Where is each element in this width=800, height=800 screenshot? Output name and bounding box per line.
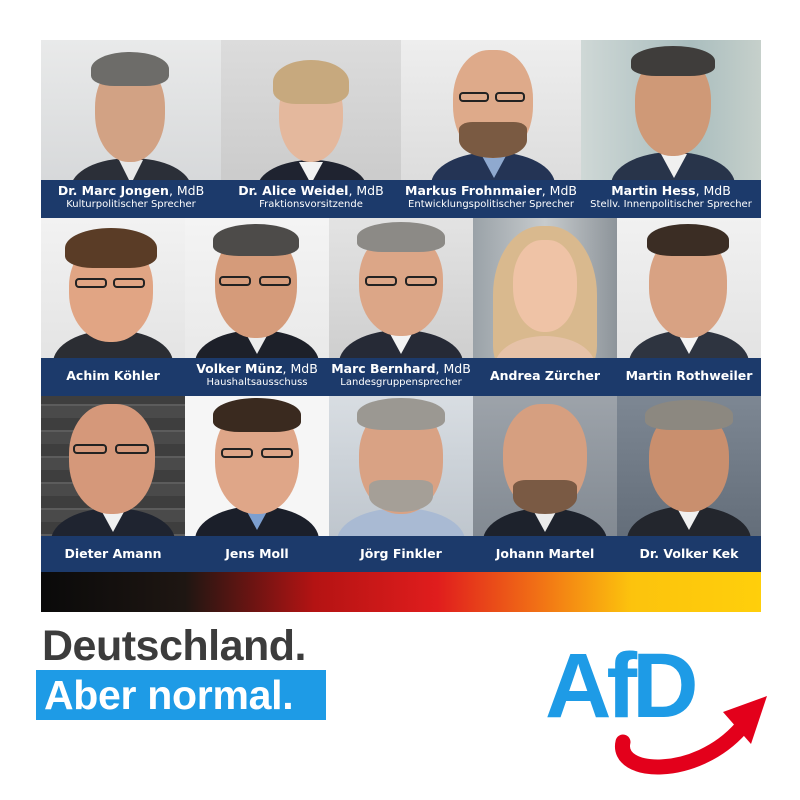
portrait-card: Johann Martel (473, 396, 617, 574)
portrait-card: Achim Köhler (41, 218, 185, 396)
person-role: Landesgruppensprecher (340, 377, 462, 388)
name-bar: Dr. Alice Weidel, MdB Fraktionsvorsitzen… (221, 180, 401, 218)
person-title-suffix: , MdB (348, 183, 384, 198)
person-name: Dr. Marc Jongen (57, 183, 169, 198)
person-role: Kulturpolitischer Sprecher (66, 199, 196, 210)
portrait-card: Dr. Marc Jongen, MdB Kulturpolitischer S… (41, 40, 221, 218)
name-bar: Jens Moll (185, 536, 329, 574)
name-bar: Johann Martel (473, 536, 617, 574)
portrait-card: Jens Moll (185, 396, 329, 574)
name-bar: Dieter Amann (41, 536, 185, 574)
portrait-card: Andrea Zürcher (473, 218, 617, 396)
name-bar: Martin Rothweiler (617, 358, 761, 396)
name-bar: Marc Bernhard, MdB Landesgruppensprecher (329, 358, 473, 396)
name-bar: Volker Münz, MdB Haushaltsausschuss (185, 358, 329, 396)
person-title-suffix: , MdB (695, 183, 731, 198)
name-bar: Achim Köhler (41, 358, 185, 396)
person-role: Haushaltsausschuss (206, 377, 308, 388)
person-name: Jens Moll (225, 546, 289, 561)
person-role: Fraktionsvorsitzende (259, 199, 363, 210)
name-bar: Andrea Zürcher (473, 358, 617, 396)
person-title-suffix: , MdB (282, 361, 318, 376)
name-bar: Martin Hess, MdB Stellv. Innenpolitische… (581, 180, 761, 218)
person-name: Johann Martel (495, 546, 595, 561)
person-name: Martin Rothweiler (625, 368, 753, 383)
person-title-suffix: , MdB (435, 361, 471, 376)
portrait-card: Dr. Volker Kek (617, 396, 761, 574)
person-name: Marc Bernhard (331, 361, 436, 376)
person-name: Martin Hess (611, 183, 696, 198)
portrait-card: Martin Rothweiler (617, 218, 761, 396)
slogan-line-1: Deutschland. (42, 622, 307, 670)
portrait-row-2: Achim Köhler Volker Münz, MdB Haushaltsa… (41, 218, 761, 436)
name-bar: Dr. Marc Jongen, MdB Kulturpolitischer S… (41, 180, 221, 218)
person-name: Achim Köhler (66, 368, 160, 383)
logo-swoosh-arrow-icon (615, 696, 767, 775)
portrait-card: Dieter Amann (41, 396, 185, 574)
portrait-card: Markus Frohnmaier, MdB Entwicklungspolit… (401, 40, 581, 218)
portrait-row-1: Dr. Marc Jongen, MdB Kulturpolitischer S… (41, 40, 761, 218)
name-bar: Jörg Finkler (329, 536, 473, 574)
portrait-card: Martin Hess, MdB Stellv. Innenpolitische… (581, 40, 761, 218)
portrait-card: Volker Münz, MdB Haushaltsausschuss (185, 218, 329, 396)
person-role: Stellv. Innenpolitischer Sprecher (590, 199, 752, 210)
german-flag-gradient-strip (41, 572, 761, 612)
person-name: Dr. Volker Kek (639, 546, 739, 561)
person-title-suffix: , MdB (541, 183, 577, 198)
person-name: Jörg Finkler (360, 546, 442, 561)
portrait-card: Dr. Alice Weidel, MdB Fraktionsvorsitzen… (221, 40, 401, 218)
portrait-photo (41, 40, 221, 218)
person-name: Dr. Alice Weidel (238, 183, 349, 198)
slogan-highlight-box (36, 670, 326, 720)
afd-logo: AfD (545, 640, 770, 790)
slogan-line-2: Aber normal. (44, 672, 294, 718)
name-bar: Dr. Volker Kek (617, 536, 761, 574)
name-bar: Markus Frohnmaier, MdB Entwicklungspolit… (401, 180, 581, 218)
person-name: Volker Münz (196, 361, 283, 376)
portrait-row-3: Dieter Amann Jens Moll (41, 396, 761, 574)
person-name: Dieter Amann (64, 546, 162, 561)
afd-logo-text: AfD (545, 635, 698, 737)
person-role: Entwicklungspolitischer Sprecher (408, 199, 574, 210)
person-name: Markus Frohnmaier (405, 183, 542, 198)
portrait-card: Jörg Finkler (329, 396, 473, 574)
portrait-card: Marc Bernhard, MdB Landesgruppensprecher (329, 218, 473, 396)
person-name: Andrea Zürcher (489, 368, 601, 383)
person-title-suffix: , MdB (168, 183, 205, 198)
